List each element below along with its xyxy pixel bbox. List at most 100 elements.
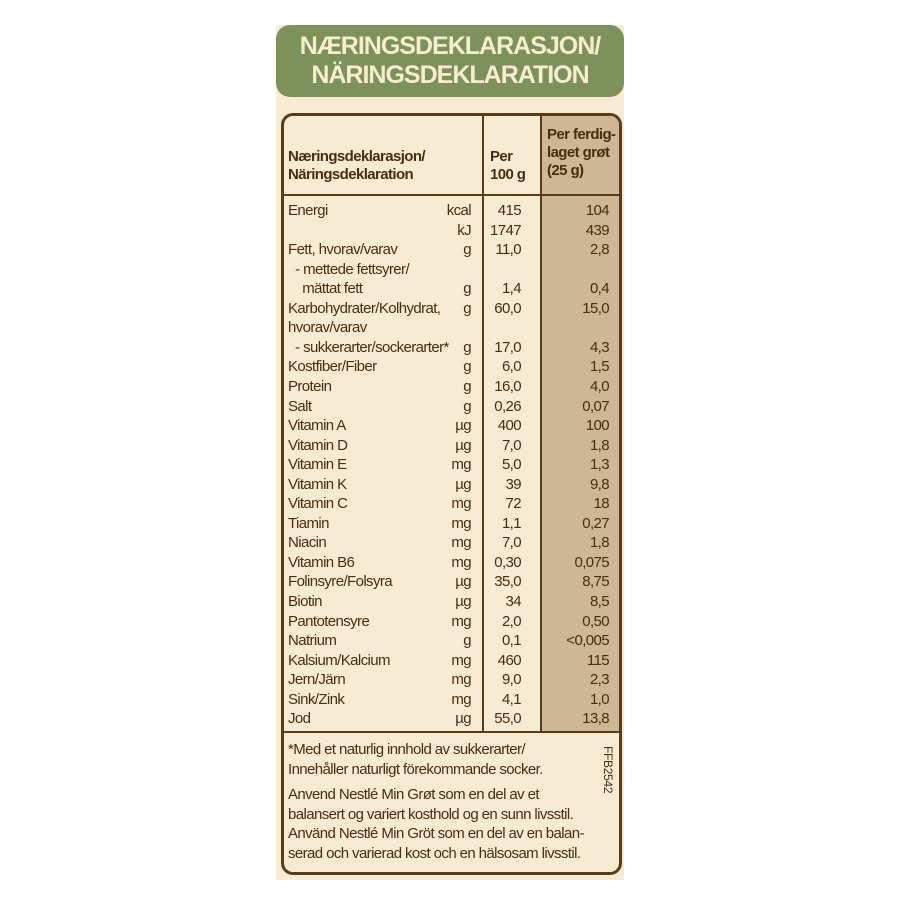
value-per-serving: 439 <box>585 221 610 239</box>
advice-line: Använd Nestlé Min Gröt som en del av en … <box>288 825 585 842</box>
advice-text: Anvend Nestlé Min Grøt som en del av et … <box>288 785 585 863</box>
header-name: Næringsdeklarasjon/ Näringsdeklaration <box>288 148 426 184</box>
value-per-100g: 400 <box>497 417 522 435</box>
value-per-serving: 104 <box>585 202 610 219</box>
value-per-serving: 4,3 <box>589 338 610 356</box>
value-per-100g: 35,0 <box>494 573 521 591</box>
table-row: Vitamin A µg 400 100 <box>284 416 619 436</box>
table-row: Karbohydrater/Kolhydrat, g 60,0 15,0 <box>284 299 619 319</box>
unit: g <box>463 377 471 395</box>
product-code: FFB2542 <box>601 746 615 794</box>
table-row: Salt g 0,26 0,07 <box>284 397 619 417</box>
nutrient-label: Karbohydrater/Kolhydrat, <box>288 299 441 317</box>
unit: µg <box>455 475 471 493</box>
table-row: - sukkerarter/sockerarter* g 17,0 4,3 <box>284 338 619 358</box>
table-row: Natrium g 0,1 <0,005 <box>284 631 619 651</box>
value-per-serving: 0,075 <box>574 553 609 571</box>
value-per-100g: 9,0 <box>501 671 522 689</box>
unit: µg <box>455 593 471 610</box>
table-row: Vitamin E mg 5,0 1,3 <box>284 455 619 475</box>
value-per-100g: 60,0 <box>494 299 521 317</box>
nutrient-label: Natrium <box>288 632 337 650</box>
advice-line: serad och varierad kost och en hälsosam … <box>288 844 581 862</box>
value-per-100g: 39 <box>505 475 522 493</box>
unit: µg <box>455 436 471 454</box>
column-divider <box>540 116 542 732</box>
nutrition-table: Næringsdeklarasjon/ Näringsdeklaration P… <box>281 113 622 875</box>
value-per-serving: 8,5 <box>589 593 610 610</box>
unit: g <box>463 280 471 298</box>
unit: g <box>463 397 471 415</box>
column-divider <box>482 116 484 732</box>
nutrient-label: Vitamin D <box>288 436 348 454</box>
unit: mg <box>451 651 471 669</box>
unit: mg <box>451 456 471 474</box>
value-per-100g: 0,1 <box>501 632 522 650</box>
table-row: Pantotensyre mg 2,0 0,50 <box>284 612 619 632</box>
value-per-serving: 100 <box>585 417 610 435</box>
nutrient-label: Kostfiber/Fiber <box>288 358 377 376</box>
table-row: Jern/Järn mg 9,0 2,3 <box>284 670 619 690</box>
value-per-100g: 17,0 <box>494 338 521 356</box>
header-text: Per <box>490 148 513 165</box>
nutrient-label: Sink/Zink <box>288 690 345 708</box>
unit: µg <box>455 573 471 591</box>
table-row: Energi kcal 415 104 <box>284 201 619 221</box>
unit: mg <box>451 690 471 708</box>
table-row: Niacin mg 7,0 1,8 <box>284 533 619 553</box>
value-per-100g: 34 <box>505 593 522 610</box>
value-per-100g: 1,1 <box>501 514 522 532</box>
header-divider <box>284 194 619 196</box>
header-text: laget grøt <box>547 144 610 161</box>
nutrient-label: Vitamin B6 <box>288 553 355 571</box>
value-per-100g: 1747 <box>490 221 522 239</box>
value-per-100g: 0,26 <box>494 397 521 415</box>
table-row: hvorav/varav <box>284 318 619 338</box>
value-per-100g: 7,0 <box>501 436 522 454</box>
value-per-serving: 1,5 <box>589 358 610 376</box>
title-line: NÆRINGSDEKLARASJON/ <box>299 32 601 60</box>
nutrient-label: Folinsyre/Folsyra <box>288 573 393 591</box>
table-row: Vitamin K µg 39 9,8 <box>284 475 619 495</box>
table-row: Biotin µg 34 8,5 <box>284 592 619 612</box>
nutrient-label: Jod <box>288 710 311 728</box>
nutrient-label: Niacin <box>288 534 327 552</box>
nutrient-label: Fett, hvorav/varav <box>288 241 398 259</box>
value-per-100g: 415 <box>497 202 522 219</box>
header-text: (25 g) <box>547 162 584 179</box>
value-per-serving: 0,4 <box>589 280 610 298</box>
footnote-line: Innehåller naturligt förekommande socker… <box>288 760 543 778</box>
unit: mg <box>451 612 471 630</box>
nutrient-label: hvorav/varav <box>288 319 367 337</box>
value-per-100g: 7,0 <box>501 534 522 552</box>
unit: kcal <box>446 202 472 219</box>
unit: g <box>463 338 471 356</box>
table-row: Sink/Zink mg 4,1 1,0 <box>284 690 619 710</box>
nutrient-label: - sukkerarter/sockerarter* <box>288 338 449 356</box>
unit: µg <box>455 710 471 728</box>
unit: mg <box>451 495 471 513</box>
title-banner: NÆRINGSDEKLARASJON/ NÄRINGSDEKLARATION <box>276 25 624 97</box>
footnote-line: *Med et naturlig innhold av sukkerarter/ <box>288 741 526 758</box>
unit: g <box>463 241 471 259</box>
nutrient-label: Protein <box>288 377 332 395</box>
value-per-100g: 0,30 <box>494 553 521 571</box>
value-per-serving: 2,3 <box>589 671 610 689</box>
nutrient-label: - mettede fettsyrer/ <box>288 260 410 278</box>
value-per-serving: 1,8 <box>589 534 610 552</box>
header-per-serving: Per ferdig- laget grøt (25 g) <box>547 126 616 180</box>
value-per-100g: 72 <box>505 495 522 513</box>
value-per-100g: 2,0 <box>501 612 522 630</box>
value-per-serving: 13,8 <box>582 710 609 728</box>
value-per-serving: 15,0 <box>582 299 609 317</box>
value-per-100g: 4,1 <box>501 690 522 708</box>
table-row: mättat fett g 1,4 0,4 <box>284 279 619 299</box>
advice-line: balansert og variert kosthold og en sunn… <box>288 805 574 823</box>
value-per-serving: 1,0 <box>589 690 610 708</box>
header-text: 100 g <box>490 166 526 183</box>
nutrient-label: Energi <box>288 202 328 219</box>
nutrient-label: Vitamin C <box>288 495 348 513</box>
table-row: Jod µg 55,0 13,8 <box>284 709 619 729</box>
table-row: Kalsium/Kalcium mg 460 115 <box>284 651 619 671</box>
nutrient-label: Pantotensyre <box>288 612 370 630</box>
